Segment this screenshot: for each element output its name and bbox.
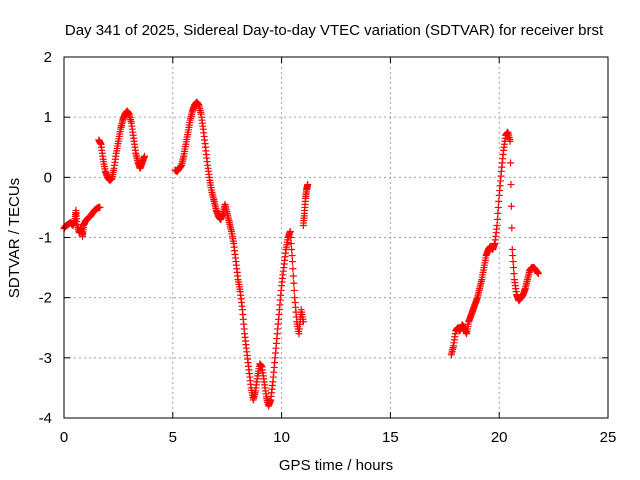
x-tick-label: 25 [600, 429, 617, 446]
data-point [506, 137, 514, 145]
data-point [493, 221, 501, 229]
y-tick-label: -3 [39, 350, 52, 367]
data-point [288, 258, 296, 266]
data-point [141, 152, 149, 160]
data-point [288, 252, 296, 260]
x-tick-label: 10 [273, 429, 290, 446]
data-point [534, 270, 542, 278]
data-point [507, 181, 515, 189]
x-tick-label: 5 [169, 429, 177, 446]
grid [64, 57, 608, 418]
data-point [287, 234, 295, 241]
chart-title: Day 341 of 2025, Sidereal Day-to-day VTE… [65, 22, 604, 39]
data-point [509, 252, 517, 260]
data-point [289, 265, 297, 273]
data-point [494, 203, 502, 211]
plot-border [63, 56, 609, 419]
axis-ticks: 0 5 10 15 20 25 -4 -3 -2 -1 0 1 2 [39, 49, 617, 446]
data-point [289, 272, 297, 280]
y-tick-label: -2 [39, 290, 52, 307]
data-series-sdtvar [61, 99, 542, 410]
data-point [288, 246, 296, 254]
data-point [493, 215, 501, 223]
y-axis-label: SDTVAR / TECUs [6, 178, 23, 298]
data-point [290, 286, 298, 294]
y-tick-label: -1 [39, 230, 52, 247]
data-point [509, 258, 517, 266]
data-point [508, 246, 516, 254]
data-point [96, 203, 104, 211]
data-point [510, 270, 518, 278]
data-point [507, 159, 515, 167]
x-tick-label: 20 [491, 429, 508, 446]
data-point [287, 240, 295, 248]
x-tick-label: 15 [382, 429, 399, 446]
data-point [290, 279, 298, 287]
data-point [495, 197, 503, 205]
data-point [299, 318, 307, 326]
data-point [286, 227, 294, 235]
data-point [304, 181, 312, 189]
y-tick-label: -4 [39, 410, 52, 427]
data-point [494, 209, 502, 217]
y-tick-label: 1 [44, 109, 52, 126]
x-axis-label: GPS time / hours [279, 457, 393, 474]
x-tick-label: 0 [60, 429, 68, 446]
data-point [507, 202, 515, 210]
data-point [510, 264, 518, 272]
y-tick-label: 2 [44, 49, 52, 66]
data-point [508, 224, 516, 232]
y-tick-label: 0 [44, 169, 52, 186]
